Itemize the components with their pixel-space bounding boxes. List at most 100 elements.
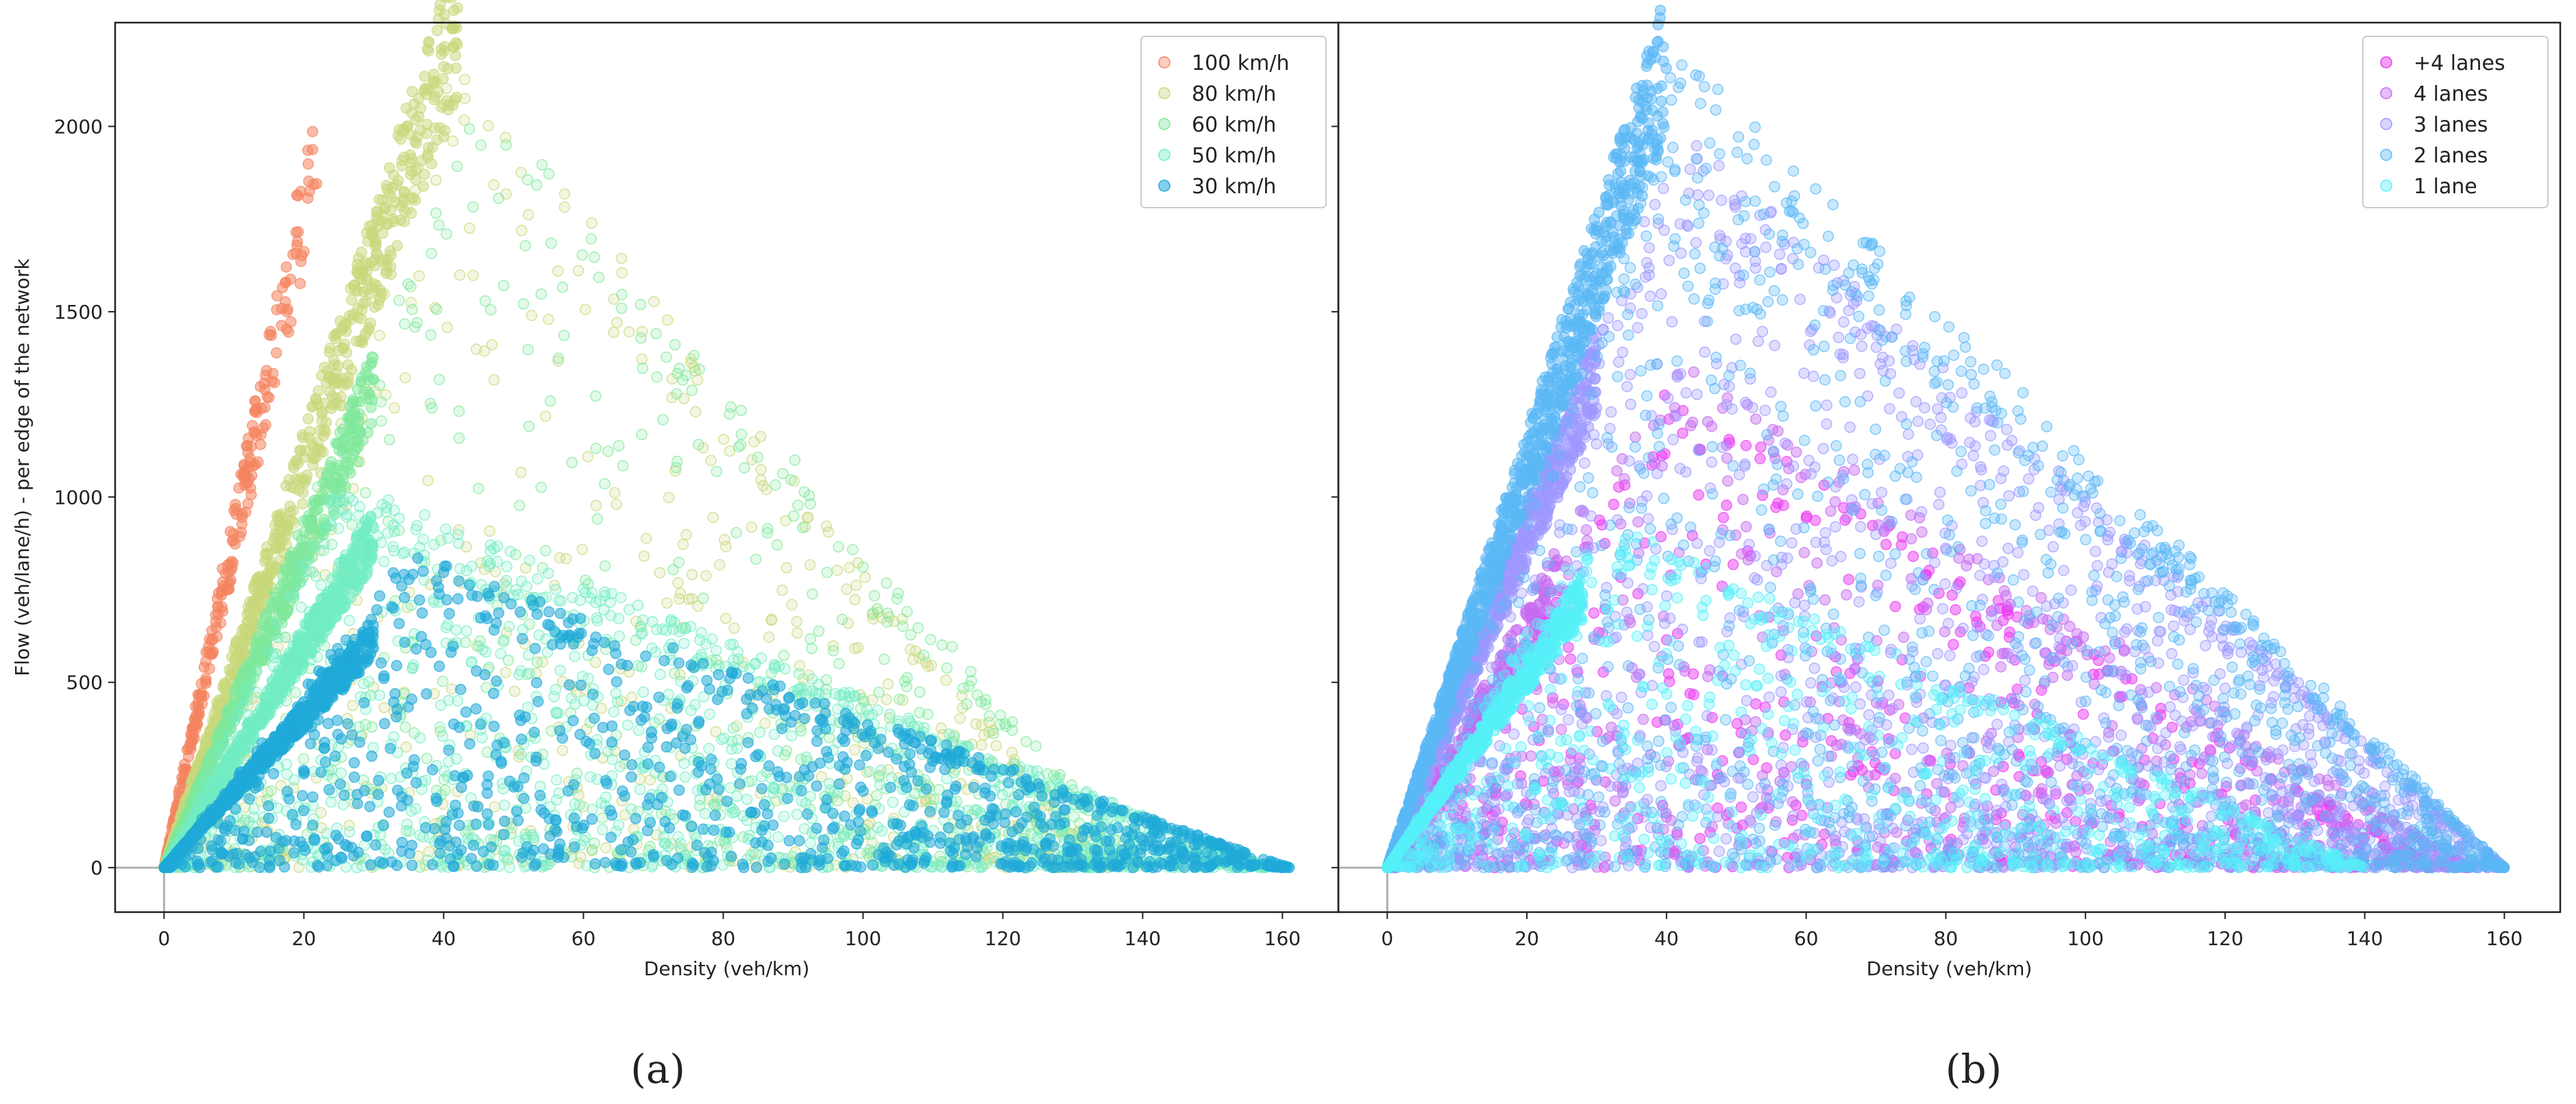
scatter-point [569, 650, 580, 663]
scatter-point [413, 270, 425, 282]
scatter-point [412, 131, 424, 143]
scatter-point [608, 326, 620, 339]
scatter-point [310, 394, 322, 406]
scatter-point [634, 783, 646, 796]
scatter-point [437, 73, 449, 84]
scatter-point [904, 715, 916, 727]
scatter-point [334, 495, 346, 507]
scatter-point [261, 391, 273, 403]
scatter-point [785, 730, 798, 741]
scatter-point [297, 498, 308, 510]
scatter-point [224, 558, 236, 570]
scatter-point [650, 624, 663, 635]
scatter-point [262, 578, 273, 590]
scatter-point [428, 77, 439, 89]
scatter-point [321, 827, 332, 839]
scatter-point [441, 321, 453, 334]
scatter-point [265, 326, 277, 338]
scatter-point [820, 688, 832, 700]
scatter-point [373, 330, 385, 341]
scatter-point [576, 543, 588, 555]
scatter-point [290, 473, 302, 485]
scatter-point [596, 812, 609, 824]
scatter-point [755, 464, 767, 476]
scatter-point [272, 631, 284, 643]
scatter-point [625, 803, 637, 815]
scatter-point [401, 818, 413, 830]
scatter-point [209, 749, 221, 761]
scatter-point [600, 842, 612, 854]
scatter-point [350, 435, 363, 447]
scatter-point [523, 420, 535, 432]
scatter-point [421, 752, 432, 765]
scatter-point [616, 267, 628, 279]
scatter-point [772, 745, 784, 757]
scatter-point [382, 254, 393, 266]
scatter-point [304, 630, 315, 642]
scatter-point [678, 757, 690, 770]
scatter-point [297, 789, 308, 802]
scatter-point [484, 304, 497, 316]
scatter-point [731, 790, 743, 802]
scatter-point [966, 675, 977, 687]
scatter-point [754, 726, 765, 738]
scatter-point [725, 401, 737, 413]
scatter-point [501, 561, 513, 573]
scatter-point [250, 635, 262, 646]
scatter-point [637, 614, 649, 626]
scatter-point [385, 772, 397, 785]
scatter-point [240, 682, 252, 694]
scatter-point [635, 332, 647, 344]
scatter-point [586, 217, 598, 229]
scatter-point [345, 294, 358, 306]
scatter-point [323, 497, 336, 508]
scatter-point [648, 295, 660, 308]
scatter-point [378, 702, 390, 713]
scatter-point [504, 861, 515, 873]
scatter-point [263, 709, 275, 721]
scatter-point [345, 592, 356, 604]
scatter-point [333, 345, 345, 356]
scatter-point [786, 599, 798, 611]
scatter-point [287, 640, 299, 652]
scatter-point [426, 141, 439, 153]
scatter-point [848, 744, 861, 756]
scatter-point [441, 228, 452, 240]
scatter-point [467, 269, 479, 282]
scatter-point [284, 506, 296, 518]
scatter-point [905, 629, 917, 641]
scatter-point [954, 713, 966, 724]
scatter-point [238, 466, 250, 478]
scatter-point [661, 314, 674, 326]
scatter-point [405, 207, 417, 219]
scatter-point [550, 684, 561, 696]
scatter-point [192, 697, 204, 709]
scatter-point [805, 633, 816, 645]
scatter-point [498, 799, 511, 811]
scatter-point [574, 799, 585, 811]
scatter-point [924, 634, 937, 646]
scatter-point [913, 686, 926, 698]
scatter-point [735, 428, 748, 441]
scatter-point [500, 667, 512, 678]
scatter-point [271, 304, 282, 316]
scatter-point [576, 249, 588, 261]
scatter-point [341, 574, 353, 586]
scatter-point [461, 625, 473, 637]
scatter-point [371, 248, 383, 260]
scatter-point [236, 635, 247, 647]
scatter-point [450, 624, 463, 636]
scatter-point [448, 4, 460, 16]
scatter-point [343, 615, 355, 626]
scatter-point [310, 177, 323, 190]
scatter-point [451, 160, 463, 172]
scatter-point [694, 363, 705, 376]
scatter-point [400, 102, 412, 114]
scatter-point [776, 585, 788, 596]
scatter-point [787, 510, 800, 522]
scatter-point [623, 604, 635, 615]
scatter-point [271, 618, 282, 630]
scatter-point [326, 456, 337, 468]
scatter-point [805, 790, 817, 802]
scatter-point [328, 330, 340, 342]
